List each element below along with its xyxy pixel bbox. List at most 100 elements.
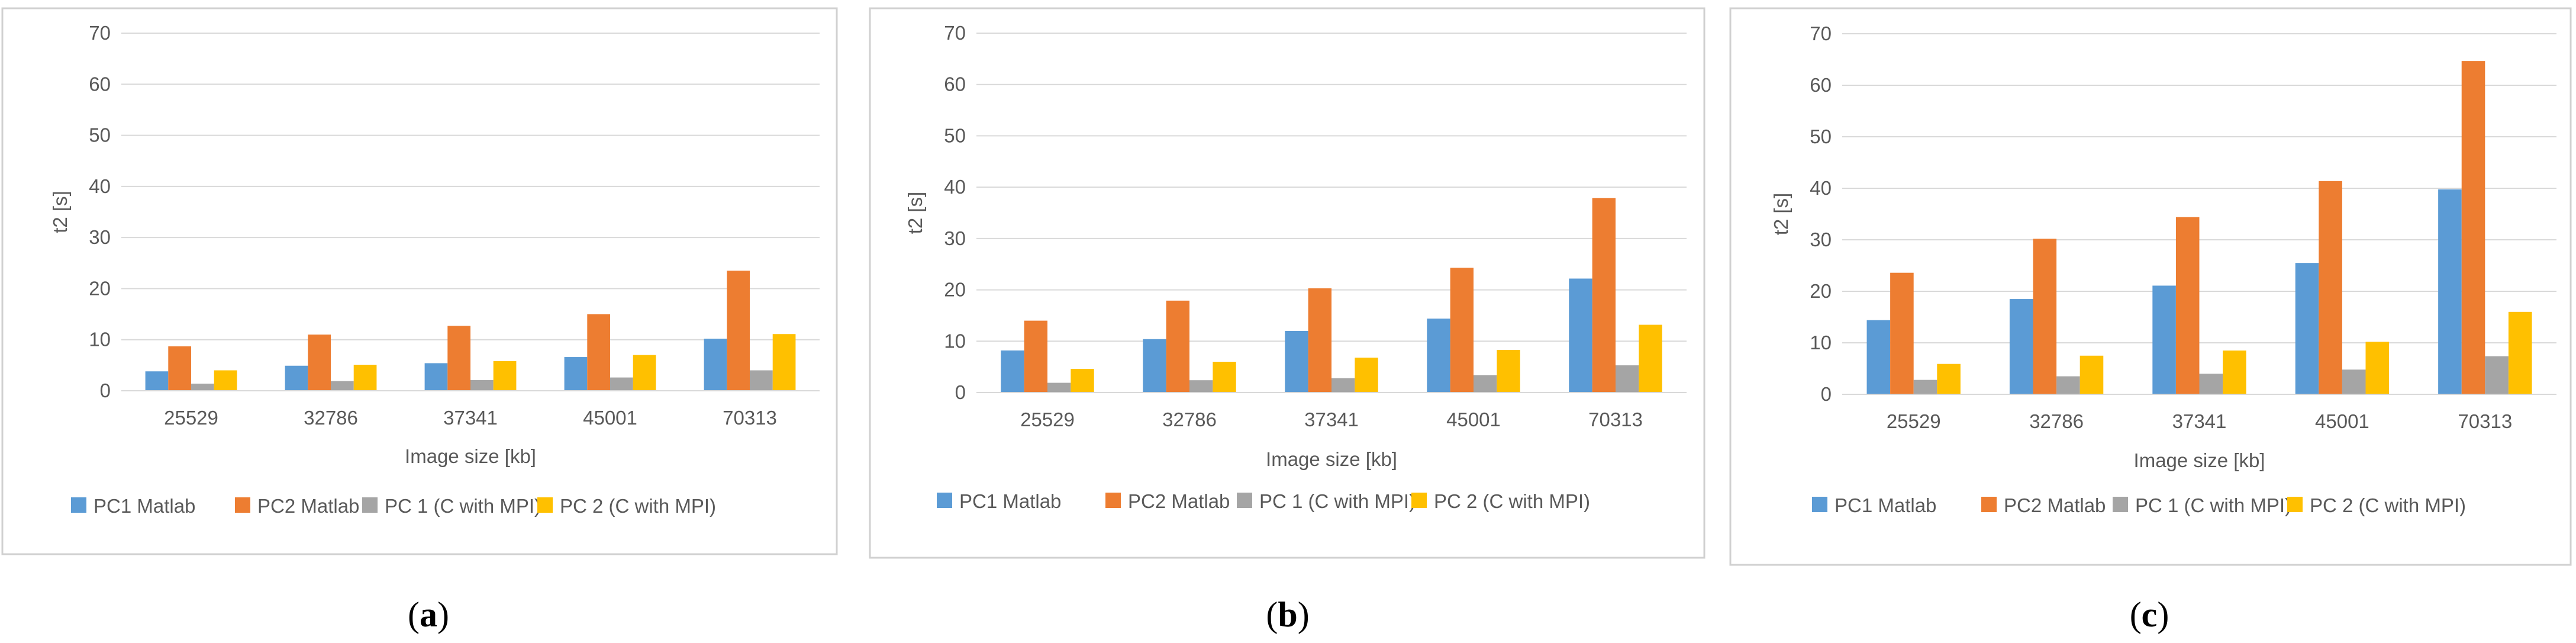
chart-panel-a: 0 10 20 30 40 50 60 70 t2 [s] 25529 32786 37341 4500… bbox=[1, 7, 838, 555]
bar bbox=[145, 371, 169, 391]
legend-swatch bbox=[1237, 493, 1252, 508]
y-tick-label: 70 bbox=[944, 22, 966, 44]
chart-frame bbox=[869, 7, 1705, 559]
legend: PC1 Matlab PC2 Matlab PC 1 (C with MPI) PC … bbox=[937, 490, 1590, 512]
bar bbox=[1639, 324, 1662, 393]
bar bbox=[2438, 189, 2462, 394]
bar bbox=[1474, 375, 1497, 393]
bar bbox=[2175, 217, 2200, 394]
x-tick-label: 70313 bbox=[1588, 409, 1643, 430]
bar bbox=[727, 271, 750, 391]
x-tick-label: 70313 bbox=[723, 407, 777, 429]
y-tick-label: 40 bbox=[89, 175, 111, 197]
bar bbox=[424, 363, 448, 391]
x-tick-label: 45001 bbox=[583, 407, 637, 429]
bar bbox=[1285, 330, 1308, 393]
legend-swatch bbox=[235, 497, 250, 513]
y-tick-label: 40 bbox=[944, 176, 966, 198]
panel-caption: (b) bbox=[1266, 595, 1309, 634]
bar bbox=[2033, 239, 2057, 394]
y-axis-title: t2 [s] bbox=[1770, 193, 1792, 236]
chart-panel-c: 0 10 20 30 40 50 60 70 t2 [s] 25529 32786 37341 4500… bbox=[1729, 7, 2572, 566]
legend: PC1 Matlab PC2 Matlab PC 1 (C with MPI) PC … bbox=[71, 495, 716, 517]
chart-frame bbox=[1729, 7, 2572, 566]
x-tick-label: 32786 bbox=[2029, 410, 2084, 432]
y-tick-label: 60 bbox=[89, 73, 111, 95]
caption-close-paren: ) bbox=[437, 595, 449, 634]
legend-label: PC 1 (C with MPI) bbox=[385, 495, 541, 517]
x-tick-label: 32786 bbox=[1162, 409, 1217, 430]
y-tick-label: 60 bbox=[1810, 74, 1832, 96]
bar bbox=[447, 326, 470, 391]
y-axis-title: t2 [s] bbox=[49, 191, 71, 233]
y-tick-label: 50 bbox=[89, 124, 111, 146]
x-tick-label: 32786 bbox=[304, 407, 358, 429]
y-tick-label: 30 bbox=[89, 226, 111, 248]
y-axis-title: t2 [s] bbox=[904, 192, 926, 234]
bar bbox=[2485, 356, 2509, 394]
y-tick-label: 20 bbox=[89, 277, 111, 299]
legend-label: PC 1 (C with MPI) bbox=[1259, 490, 1416, 512]
caption-open-paren: ( bbox=[2130, 595, 2142, 634]
bar bbox=[2056, 376, 2080, 394]
panel-caption: (c) bbox=[2130, 595, 2169, 634]
bar bbox=[2319, 181, 2342, 394]
legend-swatch bbox=[1105, 493, 1121, 508]
bar bbox=[564, 357, 588, 391]
bar bbox=[2009, 299, 2033, 394]
legend-label: PC2 Matlab bbox=[2004, 494, 2106, 516]
y-tick-label: 10 bbox=[944, 330, 966, 352]
caption-close-paren: ) bbox=[2157, 595, 2169, 634]
legend-swatch bbox=[71, 497, 86, 513]
caption-letter: c bbox=[2142, 595, 2158, 634]
bar bbox=[1913, 380, 1937, 394]
legend-label: PC1 Matlab bbox=[1835, 494, 1936, 516]
bar bbox=[2080, 355, 2104, 394]
legend-label: PC2 Matlab bbox=[1128, 490, 1230, 512]
bar bbox=[1331, 378, 1355, 393]
bar bbox=[214, 370, 237, 391]
bar bbox=[1024, 320, 1047, 393]
bar bbox=[2365, 342, 2390, 394]
bar bbox=[633, 355, 656, 391]
bar bbox=[191, 383, 214, 391]
legend-swatch bbox=[362, 497, 378, 513]
bar bbox=[1355, 358, 1378, 393]
caption-letter: b bbox=[1278, 595, 1297, 634]
y-tick-label: 70 bbox=[89, 22, 111, 44]
x-axis-title: Image size [kb] bbox=[405, 445, 536, 467]
y-tick-label: 0 bbox=[955, 381, 966, 403]
bar bbox=[2223, 351, 2246, 394]
legend-swatch bbox=[1411, 493, 1427, 508]
legend-swatch bbox=[2287, 497, 2303, 512]
caption-open-paren: ( bbox=[408, 595, 420, 634]
bar bbox=[1071, 369, 1094, 393]
bar bbox=[493, 361, 517, 391]
y-tick-label: 30 bbox=[1810, 229, 1832, 250]
chart-panel-b: 0 10 20 30 40 50 60 70 t2 [s] 25529 32786 37341 4500… bbox=[869, 7, 1705, 559]
legend-label: PC 2 (C with MPI) bbox=[560, 495, 716, 517]
y-tick-label: 50 bbox=[1810, 126, 1832, 147]
x-tick-label: 37341 bbox=[443, 407, 498, 429]
legend-swatch bbox=[1812, 497, 1827, 512]
bar bbox=[587, 314, 610, 391]
x-axis-title: Image size [kb] bbox=[1266, 448, 1397, 470]
y-tick-label: 70 bbox=[1810, 22, 1832, 44]
bar bbox=[2295, 263, 2319, 394]
bar bbox=[353, 364, 377, 391]
bar bbox=[1166, 300, 1189, 393]
bar bbox=[285, 365, 308, 391]
legend-label: PC2 Matlab bbox=[257, 495, 359, 517]
bar bbox=[1890, 272, 1914, 394]
caption-close-paren: ) bbox=[1298, 595, 1310, 634]
legend-label: PC 2 (C with MPI) bbox=[1434, 490, 1590, 512]
x-tick-label: 70313 bbox=[2458, 410, 2512, 432]
bar bbox=[750, 370, 773, 391]
bar bbox=[168, 346, 191, 391]
legend-swatch bbox=[537, 497, 553, 513]
bar bbox=[1569, 278, 1592, 393]
x-tick-label: 25529 bbox=[1020, 409, 1075, 430]
legend-label: PC 2 (C with MPI) bbox=[2310, 494, 2466, 516]
bar bbox=[1308, 288, 1331, 393]
bar bbox=[1427, 319, 1450, 393]
